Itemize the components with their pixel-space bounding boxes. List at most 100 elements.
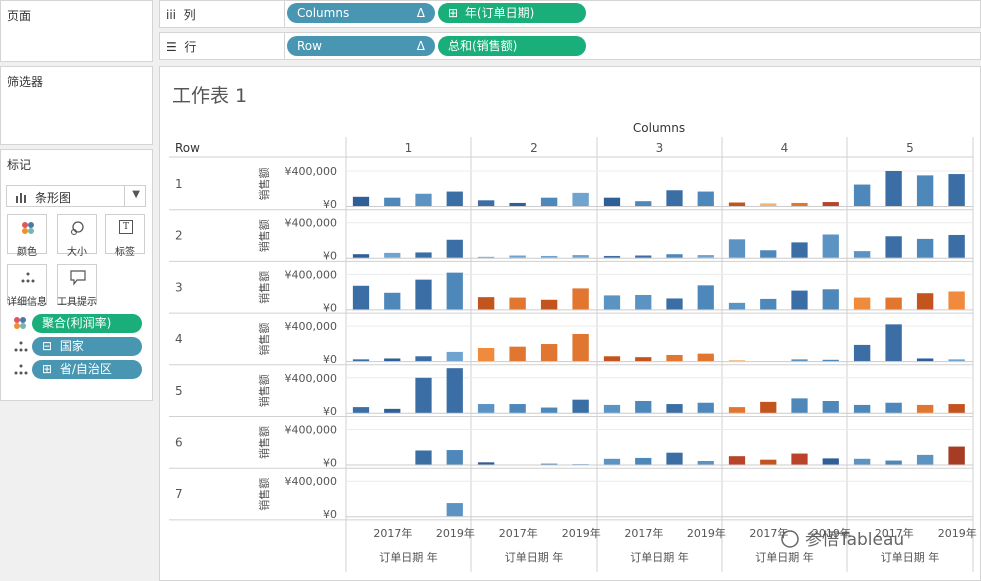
y-tick-label: ¥400,000 (285, 475, 338, 488)
bar (666, 354, 683, 362)
rows-shelf[interactable]: ☰ 行 Row Δ 总和(销售额) (159, 32, 981, 60)
y-tick-label: ¥0 (323, 508, 337, 521)
bar (635, 357, 652, 362)
y-tick-label: ¥0 (323, 198, 337, 211)
country-pill[interactable]: ⊟ 国家 (32, 337, 142, 356)
color-field-icon (14, 317, 26, 329)
bar (666, 190, 683, 206)
row-value-label: 2 (175, 229, 183, 243)
columns-dimension-pill[interactable]: Columns Δ (287, 3, 435, 23)
y-tick-label: ¥0 (323, 301, 337, 314)
x-tick-label: 2019年 (436, 526, 475, 540)
bar (948, 234, 965, 258)
bar (509, 404, 526, 413)
bar (728, 202, 746, 206)
bar (791, 453, 808, 465)
bar (384, 197, 401, 206)
bar (446, 450, 463, 465)
rows-dimension-pill[interactable]: Row Δ (287, 36, 435, 56)
bar (352, 196, 370, 206)
profit-ratio-pill[interactable]: 聚合(利润率) (32, 314, 142, 333)
y-axis-title: 销售额 (257, 219, 271, 252)
bar (822, 202, 839, 206)
mark-type-dropdown[interactable]: 条形图 ▼ (6, 185, 146, 207)
delta-icon: Δ (416, 6, 425, 20)
bar (948, 359, 965, 362)
bar (916, 358, 934, 362)
expand-icon[interactable]: ⊞ (448, 6, 459, 20)
bar (572, 192, 589, 206)
detail-card-label: 详细信息 (7, 297, 47, 308)
bar (415, 377, 432, 413)
chevron-down-icon[interactable]: ▼ (132, 189, 140, 200)
row-header: Row (175, 141, 200, 155)
x-axis-title: 订单日期 年 (755, 550, 814, 564)
y-tick-label: ¥400,000 (285, 268, 338, 281)
bar (853, 344, 871, 362)
bar (477, 297, 495, 310)
pages-panel: 页面 (0, 0, 153, 62)
province-label: 省/自治区 (59, 362, 112, 376)
bar (415, 450, 432, 465)
y-tick-label: ¥0 (323, 250, 337, 263)
bar (603, 404, 621, 413)
bar (760, 298, 777, 310)
bar (822, 359, 839, 362)
column-value-label: 5 (906, 141, 914, 155)
worksheet-view[interactable]: 工作表 1 (159, 66, 981, 581)
y-tick-label: ¥400,000 (285, 372, 338, 385)
columns-dimension-label: Columns (297, 6, 350, 20)
y-axis-title: 销售额 (257, 271, 271, 304)
detail-card[interactable] (7, 264, 47, 304)
bar (352, 407, 370, 413)
country-label: 国家 (59, 339, 84, 353)
filters-panel[interactable]: 筛选器 (0, 66, 153, 145)
bar (509, 255, 526, 258)
y-tick-label: ¥400,000 (285, 217, 338, 230)
bar (635, 201, 652, 206)
bar (916, 175, 934, 206)
color-icon (22, 222, 34, 234)
tooltip-card[interactable] (57, 264, 97, 304)
bar (697, 353, 714, 362)
bar (446, 239, 463, 258)
province-pill[interactable]: ⊞ 省/自治区 (32, 360, 142, 379)
color-card[interactable] (7, 214, 47, 254)
bar (666, 254, 683, 258)
sum-sales-pill[interactable]: 总和(销售额) (438, 36, 586, 56)
bar (384, 408, 401, 413)
x-axis-title: 订单日期 年 (630, 550, 689, 564)
size-card[interactable] (57, 214, 97, 254)
y-axis-title: 销售额 (257, 323, 271, 356)
x-tick-label: 2019年 (687, 526, 726, 540)
bar (666, 404, 683, 413)
rows-dimension-label: Row (297, 39, 322, 53)
bar (885, 460, 902, 465)
profit-ratio-label: 聚合(利润率) (42, 316, 112, 330)
bar (352, 285, 370, 310)
year-order-date-pill[interactable]: ⊞ 年(订单日期) (438, 3, 586, 23)
bar (540, 407, 558, 413)
bar (572, 288, 589, 310)
bar (666, 298, 683, 310)
bar (635, 294, 652, 310)
bar (791, 290, 808, 310)
detail-icon (21, 272, 35, 283)
bar (477, 462, 495, 465)
collapse-icon[interactable]: ⊟ (42, 339, 53, 353)
bar (822, 400, 839, 413)
bar (446, 351, 463, 362)
bar (822, 234, 839, 258)
rows-icon: ☰ (166, 40, 177, 54)
label-card-label: 标签 (115, 247, 135, 258)
bar (509, 346, 526, 362)
bar (885, 171, 902, 206)
expand-icon[interactable]: ⊞ (42, 362, 53, 376)
delta-icon: Δ (416, 39, 425, 53)
bar (384, 252, 401, 258)
bar (635, 457, 652, 465)
x-tick-label: 2019年 (938, 526, 977, 540)
columns-shelf[interactable]: iii 列 Columns Δ ⊞ 年(订单日期) (159, 0, 981, 28)
bar (415, 193, 432, 206)
label-card[interactable]: T (105, 214, 145, 254)
